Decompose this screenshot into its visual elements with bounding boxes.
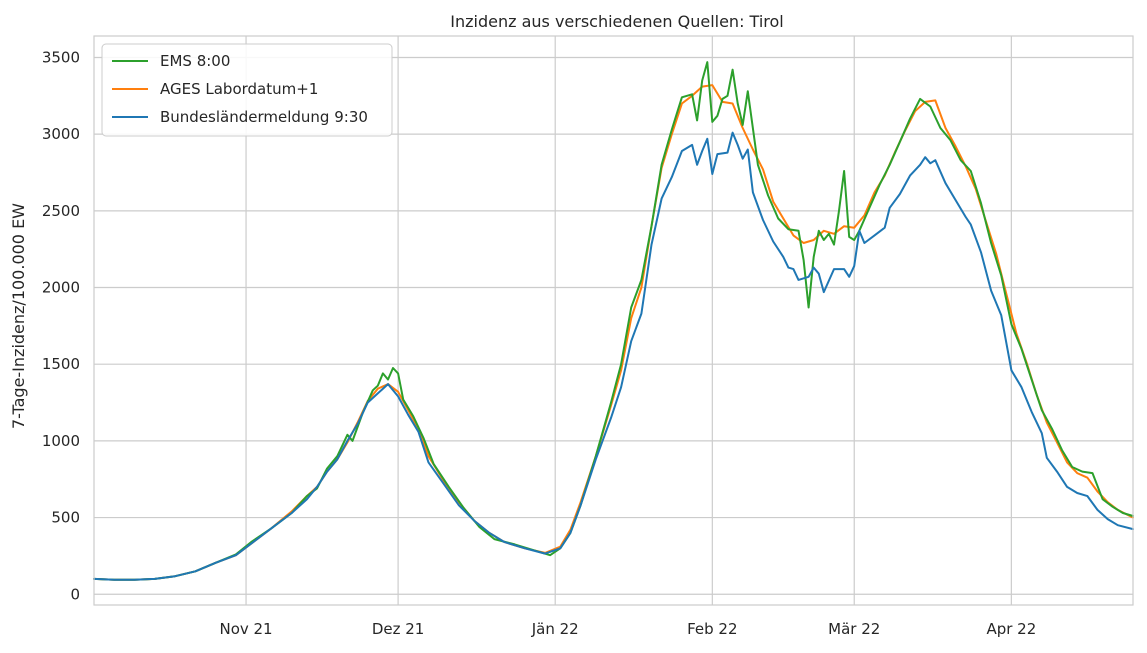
x-tick-label: Feb 22 — [687, 620, 737, 638]
x-tick-label: Apr 22 — [986, 620, 1036, 638]
legend-box — [101, 43, 393, 137]
chart-title: Inzidenz aus verschiedenen Quellen: Tiro… — [450, 12, 783, 31]
y-tick-label: 1500 — [42, 355, 80, 373]
series-line-0 — [93, 61, 1134, 581]
series-line-2 — [93, 131, 1134, 581]
y-tick-label: 3000 — [42, 125, 80, 143]
y-tick-label: 2500 — [42, 202, 80, 220]
series-layer — [93, 61, 1134, 581]
y-tick-label: 2000 — [42, 279, 80, 297]
x-tick-label: Mär 22 — [828, 620, 880, 638]
x-tick-label: Dez 21 — [372, 620, 425, 638]
x-tick-label: Jän 22 — [531, 620, 579, 638]
y-tick-label: 3500 — [42, 48, 80, 66]
y-axis-label: 7-Tage-Inzidenz/100.000 EW — [9, 203, 28, 429]
y-tick-label: 1000 — [42, 432, 80, 450]
x-tick-label: Nov 21 — [219, 620, 272, 638]
legend-label: EMS 8:00 — [160, 52, 230, 70]
y-tick-label: 0 — [70, 585, 80, 603]
legend-label: Bundesländermeldung 9:30 — [160, 108, 368, 126]
legend-label: AGES Labordatum+1 — [160, 80, 318, 98]
series-line-1 — [93, 84, 1134, 581]
plot-frame — [93, 35, 1134, 606]
y-tick-label: 500 — [51, 509, 80, 527]
tick-labels: 0 500 1000 1500 2000 2500 3000 3500 Nov 21 Dez 21… — [42, 48, 1036, 638]
legend: EMS 8:00 AGES Labordatum+1 Bundesländermel… — [101, 43, 393, 137]
